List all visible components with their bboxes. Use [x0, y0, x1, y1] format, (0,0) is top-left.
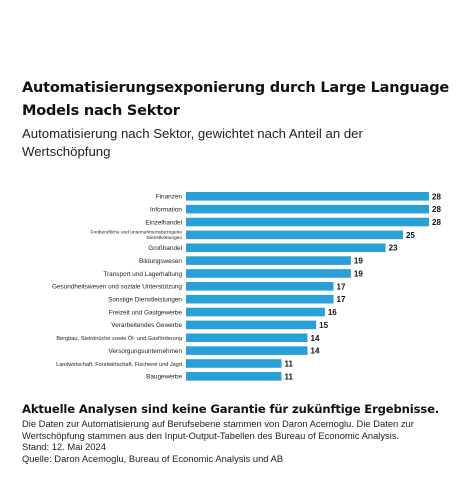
bar-value-label: 15: [319, 321, 328, 330]
category-label: Transport und Lagerhaltung: [103, 271, 182, 278]
bar-value-label: 28: [432, 218, 441, 227]
chart-title: Automatisierungsexponierung durch Large …: [22, 80, 450, 119]
data-date: Stand: 12. Mai 2024: [22, 441, 106, 453]
bar: [186, 192, 429, 201]
bar: [186, 372, 282, 381]
bar-value-label: 14: [311, 334, 320, 343]
bar-value-label: 17: [337, 282, 346, 291]
data-note: Die Daten zur Automatisierung auf Berufs…: [22, 418, 414, 441]
bar-value-label: 19: [354, 257, 363, 266]
data-source: Quelle: Daron Acemoglu, Bureau of Econom…: [22, 452, 284, 464]
category-label: Finanzen: [156, 194, 183, 201]
bar-chart: 28 Finanzen 28 Information 28 Einzelhandel 25 F…: [52, 192, 441, 381]
category-label: Bildungswesen: [139, 258, 182, 265]
category-label: Information: [150, 206, 182, 213]
bar-value-label: 23: [389, 244, 398, 253]
bar: [186, 333, 308, 343]
bar: [186, 269, 351, 278]
disclaimer-heading: Aktuelle Analysen sind keine Garantie fü…: [22, 402, 440, 416]
bar: [186, 294, 334, 304]
category-label: Bergbau, Steinbrüche sowie Öl- und Gasfö…: [56, 335, 182, 342]
category-label: Verarbeitendes Gewerbe: [111, 322, 182, 329]
category-label: Freizeit und Gastgewerbe: [109, 309, 183, 316]
bar-value-label: 14: [311, 347, 320, 356]
category-label: Freiberufliche und unternehmensbezogene D…: [91, 229, 183, 241]
bar: [186, 359, 282, 368]
bar: [186, 256, 351, 265]
bar-value-label: 17: [337, 295, 346, 304]
bar-value-label: 28: [432, 205, 441, 214]
bar-value-label: 16: [328, 308, 337, 317]
category-label: Versorgungsunternehmen: [108, 348, 182, 355]
bar: [186, 243, 386, 253]
footer-notes: Die Daten zur Automatisierung auf Berufs…: [22, 418, 452, 464]
bar: [186, 230, 403, 240]
category-label: Gesundheitswesen und soziale Unterstützu…: [52, 284, 182, 291]
bar: [186, 307, 325, 317]
bar: [186, 217, 429, 227]
chart-subtitle: Automatisierung nach Sektor, gewichtet n…: [22, 126, 363, 159]
bar: [186, 282, 334, 291]
bar-value-label: 28: [432, 192, 441, 201]
bar-value-label: 11: [284, 359, 293, 368]
category-label: Landwirtschaft, Forstwirtschaft, Fischer…: [56, 362, 182, 368]
bar-value-label: 11: [284, 372, 293, 381]
bar: [186, 346, 308, 355]
bar: [186, 204, 429, 214]
bar-value-label: 19: [354, 269, 363, 278]
category-label: Großhandel: [148, 245, 182, 252]
category-label: Baugewerbe: [146, 374, 182, 381]
category-label: Sonstige Dienstleistungen: [108, 296, 182, 303]
category-label: Einzelhandel: [145, 219, 182, 226]
bar: [186, 320, 317, 330]
bar-value-label: 25: [406, 231, 415, 240]
